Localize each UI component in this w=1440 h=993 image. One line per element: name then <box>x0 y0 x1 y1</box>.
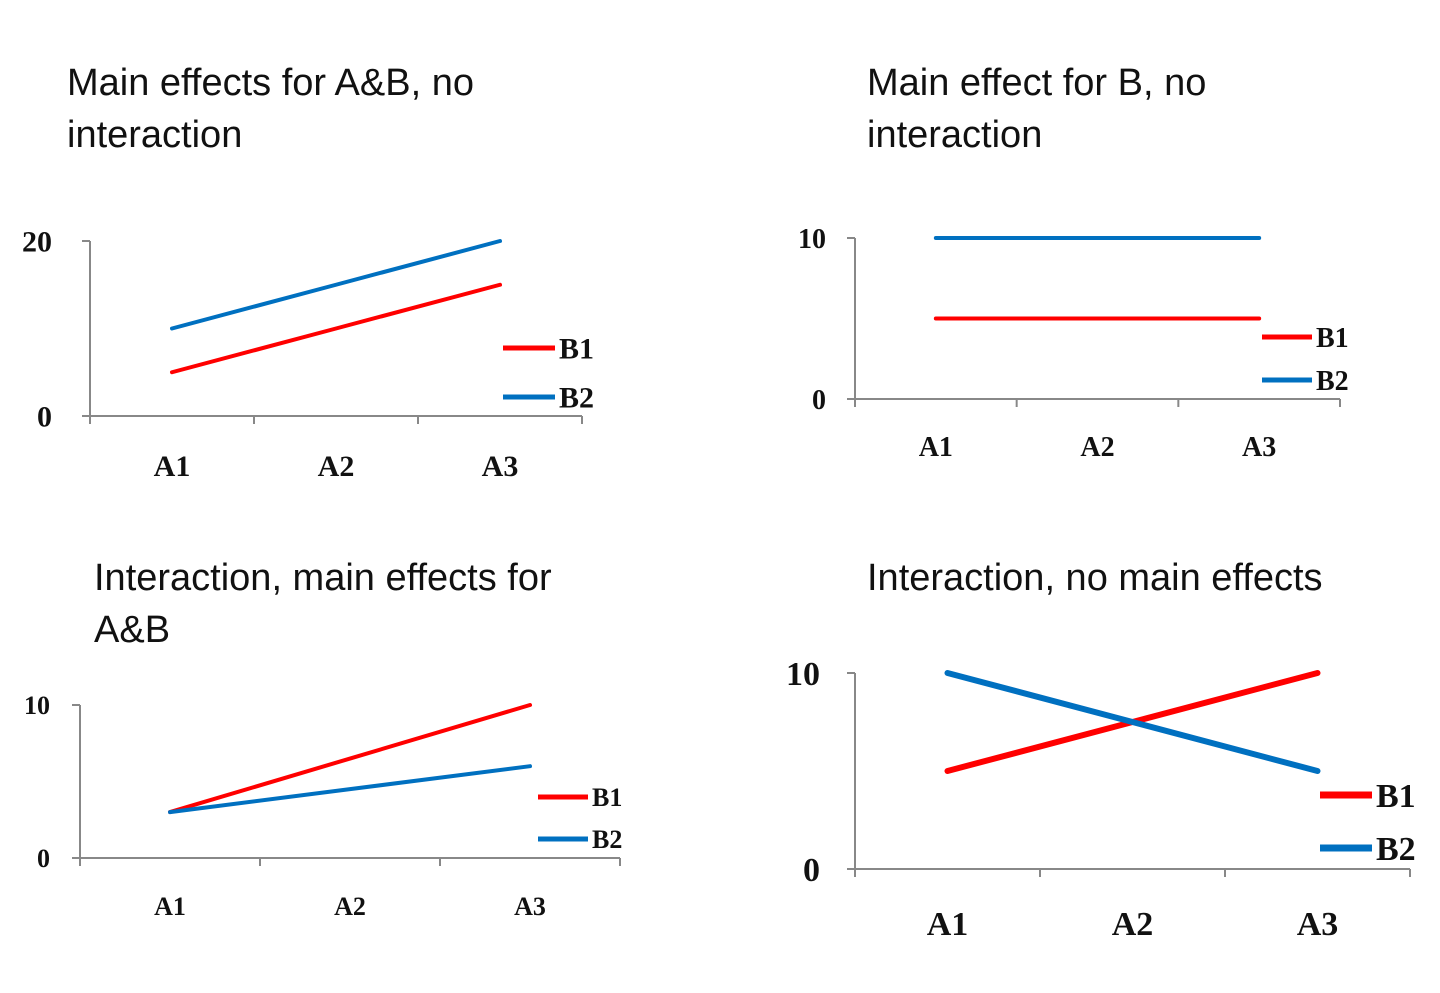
chart-2-x-tick-label: A3 <box>1242 432 1276 463</box>
chart-2-x-tick-label: A1 <box>919 432 953 463</box>
chart-3-legend-b2-label: B2 <box>592 825 622 854</box>
chart-1-x-tick-label: A3 <box>482 450 519 483</box>
chart-1-x-tick-label: A1 <box>154 450 191 483</box>
chart-3-x-tick-label: A1 <box>154 892 186 921</box>
chart-1-series-b2-line <box>170 239 502 331</box>
chart-1-title: Main effects for A&B, no interaction <box>67 62 474 156</box>
chart-3-x-tick-label: A3 <box>514 892 546 921</box>
chart-4-title: Interaction, no main effects <box>867 557 1323 599</box>
chart-3-y-tick-label: 0 <box>37 844 50 873</box>
chart-1-legend-b1-label: B1 <box>559 333 594 366</box>
chart-3-series-b1-line <box>168 703 532 815</box>
chart-4-legend-b2-label: B2 <box>1376 831 1416 868</box>
chart-4-x-tick-label: A3 <box>1297 906 1339 943</box>
chart-2-legend-b1-label: B1 <box>1316 323 1349 354</box>
chart-1-y-tick-label: 20 <box>22 226 52 259</box>
chart-3-x-tick-label: A2 <box>334 892 366 921</box>
chart-1-series-b1-line <box>170 282 502 375</box>
chart-2-x-tick-label: A2 <box>1080 432 1114 463</box>
chart-2-y-tick-label: 0 <box>812 385 826 416</box>
chart-4-x-tick-label: A2 <box>1112 906 1154 943</box>
chart-4-series-b2-line <box>944 670 1321 774</box>
chart-1-x-tick-label: A2 <box>318 450 355 483</box>
chart-2-title: Main effect for B, no interaction <box>867 62 1207 156</box>
chart-3-y-tick-label: 10 <box>24 691 50 720</box>
chart-4-x-tick-label: A1 <box>927 906 969 943</box>
chart-2-y-tick-label: 10 <box>798 224 826 255</box>
chart-3-title: Interaction, main effects for A&B <box>94 557 552 651</box>
chart-3-legend-b1-label: B1 <box>592 783 622 812</box>
chart-1-y-tick-label: 0 <box>37 401 52 434</box>
chart-2-legend-b2-label: B2 <box>1316 366 1349 397</box>
chart-3-series-b2-line <box>168 764 532 815</box>
chart-4-legend-b1-label: B1 <box>1376 778 1416 815</box>
chart-4-y-tick-label: 10 <box>786 656 820 693</box>
chart-4-y-tick-label: 0 <box>803 852 820 889</box>
chart-1-legend-b2-label: B2 <box>559 382 594 415</box>
